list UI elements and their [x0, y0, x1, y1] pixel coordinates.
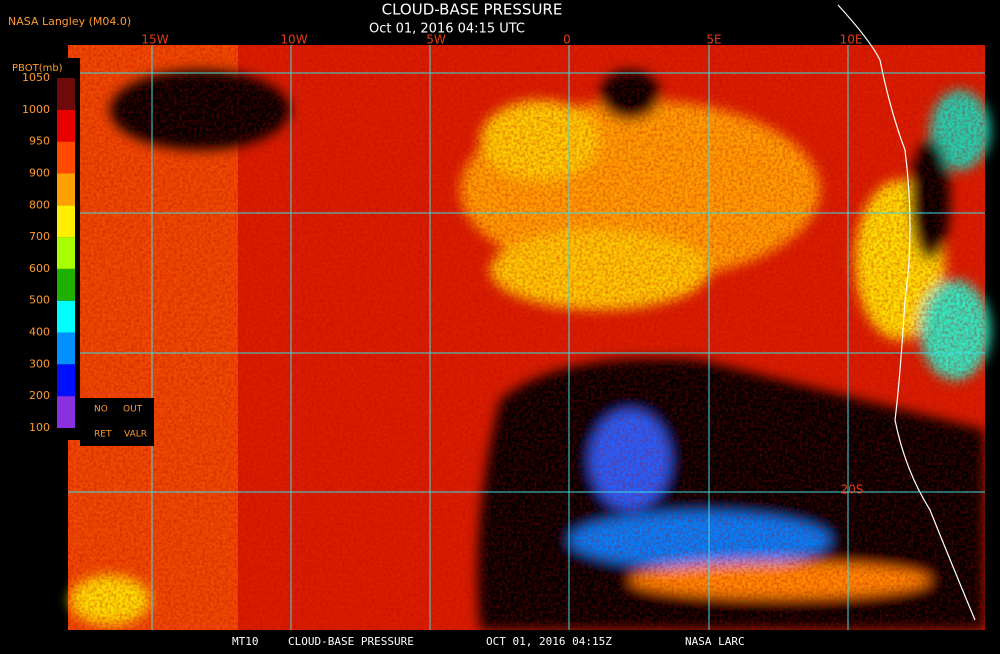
legend-panel	[80, 398, 154, 446]
footer-text: NASA LARC	[685, 635, 745, 648]
lon-label: 10E	[840, 33, 863, 47]
legend-tick-label: 1000	[22, 103, 50, 116]
lon-label: 10W	[280, 33, 307, 47]
legend-swatch	[57, 173, 75, 206]
title: CLOUD-BASE PRESSURE	[382, 1, 563, 19]
lon-label: 0	[563, 33, 571, 47]
no-retrieval-text: RET	[94, 430, 112, 440]
no-retrieval-text: OUT	[123, 405, 143, 415]
lon-label: 5W	[426, 33, 446, 47]
legend-tick-label: 500	[29, 294, 50, 307]
lon-label: 5E	[706, 33, 721, 47]
no-retrieval: NO OUT RET VALR	[94, 405, 147, 440]
legend-swatch	[57, 268, 75, 301]
lon-labels: 15W 10W 5W 0 5E 10E	[141, 33, 862, 47]
legend-swatch	[57, 300, 75, 333]
legend-tick-label: 400	[29, 326, 50, 339]
legend-swatch	[57, 237, 75, 269]
legend-label: PBOT(mb)	[12, 63, 63, 74]
legend-swatch	[57, 396, 75, 428]
footer-text: MT10	[232, 635, 259, 648]
legend-swatch	[57, 332, 75, 365]
legend-tick-label: 900	[29, 166, 50, 179]
source: NASA Langley (M04.0)	[8, 15, 131, 28]
legend-tick-label: 200	[29, 389, 50, 402]
graticule	[68, 45, 985, 630]
legend-tick-label: 1050	[22, 71, 50, 84]
legend-tick-label: 800	[29, 198, 50, 211]
legend-tick-label: 950	[29, 135, 50, 148]
legend-tick-label: 600	[29, 262, 50, 275]
footer-text: OCT 01, 2016 04:15Z	[486, 635, 612, 648]
footer: MT10 CLOUD-BASE PRESSURE OCT 01, 2016 04…	[232, 635, 745, 648]
cloud-field	[0, 4, 1000, 650]
legend-tick-label: 300	[29, 357, 50, 370]
legend-swatch	[57, 364, 75, 397]
subtitle: Oct 01, 2016 04:15 UTC	[369, 22, 525, 37]
legend: 1050 1000 950 900 800 700 600 500 400 300 200 100	[22, 71, 75, 434]
legend-tick-label: 700	[29, 230, 50, 243]
legend-swatch	[57, 141, 75, 174]
legend-swatch	[57, 78, 75, 110]
lon-label: 15W	[141, 33, 168, 47]
no-retrieval-text: VALR	[124, 430, 147, 440]
legend-tick-label: 100	[29, 421, 50, 434]
footer-text: CLOUD-BASE PRESSURE	[288, 635, 414, 648]
no-retrieval-text: NO	[94, 405, 108, 415]
lat-label: 20S	[841, 483, 864, 497]
legend-swatch	[57, 205, 75, 238]
legend-swatch	[57, 109, 75, 142]
